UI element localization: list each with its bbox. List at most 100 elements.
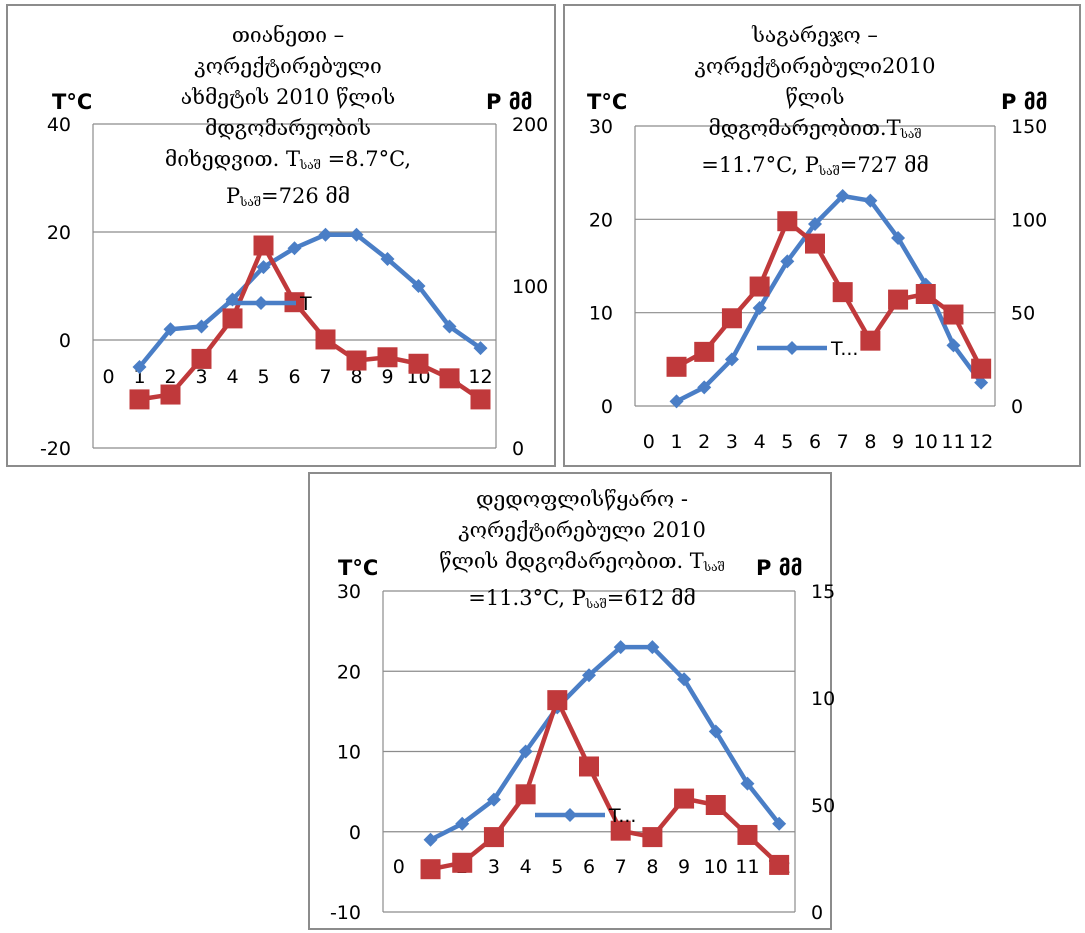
x-tick-label: 1 xyxy=(670,431,682,453)
temperature-point xyxy=(724,352,739,367)
precipitation-point xyxy=(642,827,663,848)
temperature-point xyxy=(708,724,723,739)
precipitation-point xyxy=(737,824,758,845)
x-tick-label: 12 xyxy=(969,431,993,453)
x-tick-label: 4 xyxy=(226,366,238,388)
y-tick-label-left: 0 xyxy=(349,822,361,844)
legend-marker xyxy=(563,808,577,822)
x-tick-label: 4 xyxy=(754,431,766,453)
title-line: დედოფლისწყარო - xyxy=(475,487,688,511)
legend-marker xyxy=(254,296,268,310)
y-tick-label-right: 100 xyxy=(1011,209,1047,231)
precipitation-point xyxy=(483,827,504,848)
x-tick-label: 6 xyxy=(809,431,821,453)
title-line: ახმეტის 2010 წლის xyxy=(180,85,396,109)
precipitation-point xyxy=(579,756,599,777)
title-line: საგარეჯო – xyxy=(752,23,878,47)
title-line: წლის xyxy=(785,85,845,109)
y-tick-label-right: 50 xyxy=(811,795,834,817)
y-tick-label-left: 30 xyxy=(589,116,613,138)
y-tick-label-right: 0 xyxy=(811,902,823,924)
temperature-point xyxy=(752,301,767,315)
temperature-point xyxy=(891,231,906,245)
temperature-point xyxy=(163,322,178,337)
x-tick-label: 9 xyxy=(678,856,690,878)
precipitation-point xyxy=(971,358,992,379)
temperature-point xyxy=(380,252,395,266)
title-line: თიანეთი – xyxy=(231,23,345,47)
precipitation-point xyxy=(315,329,336,350)
x-tick-label: 3 xyxy=(726,431,738,453)
temperature-point xyxy=(256,260,271,275)
precipitation-point xyxy=(346,350,367,371)
precipitation-point xyxy=(439,368,460,389)
x-tick-label: 9 xyxy=(381,366,393,388)
legend-marker xyxy=(785,341,799,355)
title-line: მდგომარეობით.Tსაშ xyxy=(708,116,922,141)
x-tick-label: 7 xyxy=(837,431,849,453)
chart-title: თიანეთი – კორექტირებული ახმეტის 2010 წლი… xyxy=(88,20,488,218)
x-tick-label: 0 xyxy=(393,856,405,878)
precipitation-point xyxy=(915,284,936,304)
x-tick-label: 10 xyxy=(914,431,938,453)
x-tick-label: 6 xyxy=(583,856,595,878)
x-tick-label: 1 xyxy=(133,366,145,388)
y-axis-label-left: T°C xyxy=(587,90,628,114)
legend-label: T... xyxy=(830,338,858,360)
x-tick-label: 9 xyxy=(892,431,904,453)
precipitation-point xyxy=(721,308,742,329)
title-line: კორექტირებული 2010 xyxy=(458,518,706,542)
title-line: =11.7°C, Pსაშ=727 მმ xyxy=(701,153,929,178)
temperature-point xyxy=(582,668,596,683)
precipitation-point xyxy=(377,347,398,368)
precipitation-point xyxy=(832,282,853,303)
y-tick-label-left: 20 xyxy=(337,661,361,683)
temperature-point xyxy=(486,792,501,807)
precipitation-series-line xyxy=(430,697,781,872)
y-tick-label-right: 100 xyxy=(512,276,548,298)
chart-tianeti: -200204001002000123456789101112T xyxy=(40,114,548,460)
x-tick-label: 11 xyxy=(735,856,759,878)
precipitation-point xyxy=(943,304,964,325)
y-tick-label-left: 40 xyxy=(47,114,71,136)
y-axis-label-right: P მმ xyxy=(756,556,803,580)
y-tick-label-right: 0 xyxy=(512,438,524,460)
precipitation-point xyxy=(769,854,790,875)
y-axis-label-right: P მმ xyxy=(1001,90,1048,114)
y-tick-label-right: 0 xyxy=(1011,396,1023,418)
temperature-point xyxy=(455,816,470,831)
y-tick-label-left: 0 xyxy=(601,396,613,418)
precipitation-point xyxy=(777,211,798,232)
temperature-point xyxy=(863,193,878,208)
x-tick-label: 0 xyxy=(102,366,114,388)
y-tick-label-left: -20 xyxy=(40,438,71,460)
temperature-point xyxy=(835,189,850,203)
temperature-point xyxy=(442,319,457,334)
precipitation-point xyxy=(253,235,274,256)
temperature-point xyxy=(669,394,684,409)
y-tick-label-right: 200 xyxy=(512,114,548,136)
y-axis-label-left: T°C xyxy=(338,556,379,580)
precipitation-point xyxy=(222,308,243,329)
precipitation-point xyxy=(408,353,429,374)
temperature-point xyxy=(645,640,660,655)
temperature-point xyxy=(287,241,302,256)
chart-panel-sagarejo: 0 10 20 30 0 50 100 150 0 1 2 3 4 5 6 7 8 9 10 11 12 T... T°C… xyxy=(563,4,1081,467)
x-tick-label: 10 xyxy=(704,856,728,878)
temperature-point xyxy=(132,360,147,374)
y-axis-label-left: T°C xyxy=(52,90,93,114)
y-tick-label-right: 150 xyxy=(1011,116,1047,138)
precipitation-point xyxy=(610,820,631,841)
y-tick-label-left: 20 xyxy=(47,222,71,244)
y-tick-label-left: 10 xyxy=(337,742,361,764)
precipitation-point xyxy=(547,690,568,711)
x-tick-label: 5 xyxy=(781,431,793,453)
x-tick-label: 8 xyxy=(864,431,876,453)
precipitation-point xyxy=(888,289,909,310)
temperature-point xyxy=(780,254,795,269)
chart-title: საგარეჯო – კორექტირებული2010 წლის მდგომა… xyxy=(625,20,1005,187)
x-tick-label: 2 xyxy=(698,431,710,453)
title-line: Pსაშ=726 მმ xyxy=(225,184,350,209)
precipitation-point xyxy=(470,389,491,410)
temperature-point xyxy=(697,380,712,395)
